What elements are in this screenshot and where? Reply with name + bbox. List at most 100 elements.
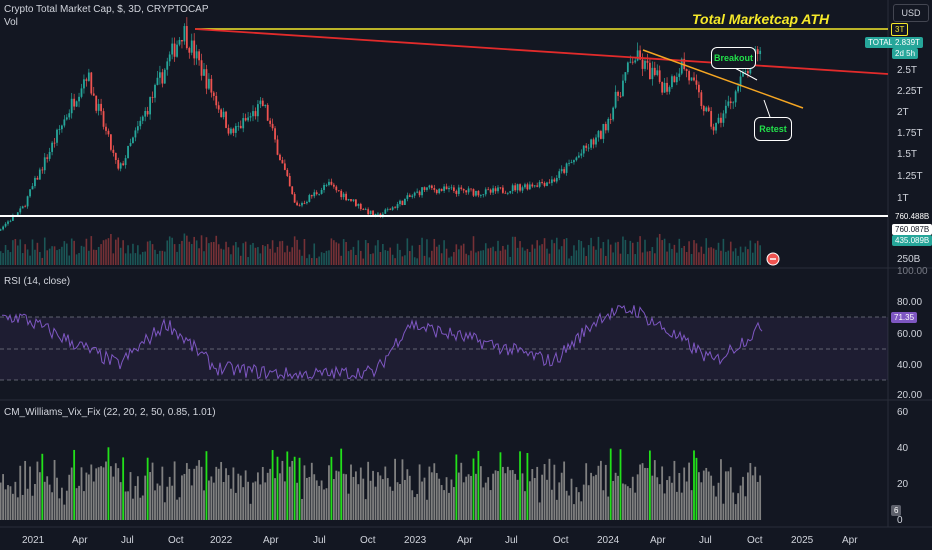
vix-bar [215, 466, 218, 520]
vix-bar [475, 473, 477, 520]
vix-bar [494, 470, 497, 520]
candle-body [391, 207, 394, 210]
candle-body [732, 102, 735, 104]
candle-body [63, 119, 66, 126]
vix-bar [68, 474, 71, 520]
candle-body [734, 91, 737, 103]
volume-bar [100, 244, 102, 265]
ath-annotation[interactable]: Total Marketcap ATH [692, 11, 830, 27]
vix-fix-bars [0, 447, 762, 520]
candle-body [318, 193, 321, 195]
volume-bar [298, 249, 301, 265]
vix-bar [87, 474, 90, 520]
volume-bar [499, 250, 502, 265]
candle-body [369, 210, 372, 215]
volume-bar [296, 239, 298, 265]
currency-button[interactable]: USD [893, 4, 929, 22]
vix-bar [538, 502, 541, 520]
vix-legend[interactable]: CM_Williams_Vix_Fix (22, 20, 2, 50, 0.85… [4, 407, 216, 418]
volume-bar [146, 241, 149, 265]
volume-bar [538, 245, 541, 265]
volume-bar [627, 254, 629, 265]
descending-trend-line[interactable] [642, 49, 804, 109]
candle-body [58, 129, 61, 130]
vix-bar [472, 458, 475, 520]
vix-bar [188, 468, 191, 520]
volume-bar [624, 239, 627, 265]
symbol-title[interactable]: Crypto Total Market Cap, $, 3D, CRYPTOCA… [4, 4, 209, 15]
candle-body [176, 44, 178, 57]
retest-callout[interactable]: Retest [754, 117, 792, 141]
volume-bar [654, 253, 656, 265]
candle-body [413, 192, 416, 196]
breakout-callout[interactable]: Breakout [711, 47, 756, 69]
vix-bar [227, 475, 230, 520]
vix-bar [171, 485, 174, 520]
volume-bar [360, 250, 362, 265]
vix-bar [391, 490, 394, 520]
candle-body [24, 206, 27, 208]
candle-body [306, 201, 308, 204]
rsi-legend[interactable]: RSI (14, close) [4, 276, 71, 287]
vix-bar [675, 491, 678, 520]
vix-bar [4, 489, 7, 520]
volume-bar [673, 244, 676, 265]
candle-countdown: 2d 5h [892, 48, 919, 59]
vix-bar [41, 453, 44, 520]
candle-body [117, 160, 120, 169]
vix-bar [658, 484, 661, 520]
volume-bar [31, 239, 34, 265]
volume-legend[interactable]: Vol [4, 17, 18, 28]
vix-bar [661, 466, 664, 520]
candle-body [46, 157, 49, 159]
vix-bar [114, 463, 117, 520]
volume-bar [139, 254, 142, 265]
vix-bar [565, 490, 568, 520]
candle-body [536, 185, 539, 187]
vix-bar [536, 466, 539, 520]
vix-bar [310, 462, 313, 520]
vix-bar [734, 504, 737, 520]
vix-bar [73, 449, 76, 520]
volume-bar [462, 243, 465, 265]
candle-body [166, 61, 169, 70]
candle-body [65, 117, 68, 120]
candle-body [475, 190, 477, 196]
volume-bar [286, 245, 289, 265]
volume-bar [75, 254, 78, 265]
vix-bar [548, 458, 551, 520]
volume-bar [213, 241, 215, 265]
vix-bar [139, 497, 142, 520]
candle-body [357, 203, 360, 206]
vix-bar [467, 474, 470, 520]
vix-bar [433, 463, 436, 520]
volume-bar [573, 245, 575, 265]
volume-bar [703, 253, 705, 265]
vix-bar [281, 460, 284, 520]
candle-body [301, 203, 303, 206]
vix-bar [112, 476, 115, 520]
vix-bar [119, 482, 122, 520]
candle-body [83, 79, 85, 89]
vix-bar [712, 485, 715, 520]
volume-bar [342, 239, 345, 265]
volume-bar [372, 253, 374, 265]
candle-body [198, 51, 200, 61]
candle-body [465, 190, 468, 193]
candle-body [352, 199, 355, 201]
volume-bar [315, 258, 318, 265]
vix-bar [364, 499, 367, 520]
resistance-trend-line[interactable] [194, 28, 889, 75]
volume-bar [205, 237, 208, 265]
vix-bar [602, 490, 605, 520]
candle-body [190, 40, 193, 53]
vix-bar [445, 477, 448, 520]
vix-bar [156, 483, 159, 520]
candle-body [619, 95, 622, 97]
candle-body [602, 123, 605, 139]
vix-bar [739, 485, 742, 520]
volume-bar [602, 241, 605, 265]
vix-bar [90, 464, 93, 520]
volume-bar [729, 241, 732, 265]
